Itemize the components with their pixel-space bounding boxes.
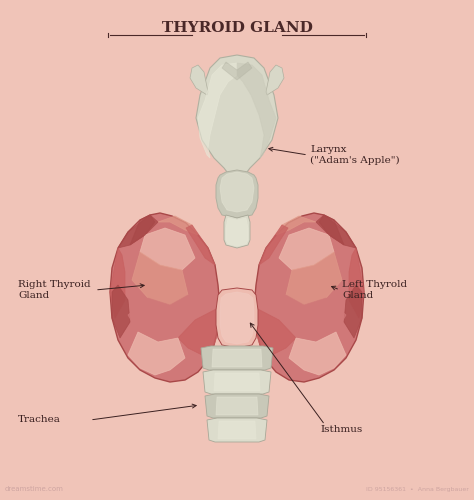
Polygon shape (237, 63, 276, 158)
Polygon shape (349, 248, 364, 318)
Polygon shape (216, 170, 258, 218)
Polygon shape (212, 349, 262, 367)
Polygon shape (279, 228, 334, 270)
Polygon shape (226, 218, 248, 246)
Polygon shape (224, 215, 250, 248)
Polygon shape (158, 216, 198, 235)
Text: Left Thyrold
Gland: Left Thyrold Gland (342, 280, 407, 299)
Polygon shape (130, 215, 155, 245)
Polygon shape (140, 228, 195, 270)
Polygon shape (216, 288, 258, 348)
Polygon shape (254, 213, 364, 382)
Text: Trachea: Trachea (18, 416, 61, 424)
Text: Right Thyroid
Gland: Right Thyroid Gland (18, 280, 91, 299)
Polygon shape (196, 55, 278, 178)
Polygon shape (286, 252, 342, 305)
Polygon shape (112, 285, 130, 338)
Polygon shape (276, 216, 316, 235)
Polygon shape (110, 248, 125, 318)
Polygon shape (190, 65, 208, 95)
Polygon shape (266, 65, 284, 95)
Polygon shape (201, 346, 273, 370)
Polygon shape (216, 397, 258, 415)
Polygon shape (214, 373, 260, 391)
Polygon shape (110, 213, 220, 382)
Polygon shape (279, 295, 346, 342)
Polygon shape (254, 308, 296, 355)
Polygon shape (218, 421, 256, 439)
Polygon shape (207, 418, 267, 442)
Polygon shape (289, 332, 346, 375)
Text: Larynx
("Adam's Apple"): Larynx ("Adam's Apple") (310, 145, 400, 165)
Polygon shape (203, 370, 271, 394)
Polygon shape (220, 292, 254, 344)
Text: ID 95156361  •  Anna Bergbauer: ID 95156361 • Anna Bergbauer (366, 487, 469, 492)
Polygon shape (198, 63, 237, 158)
Text: dreamstime.com: dreamstime.com (5, 486, 64, 492)
Polygon shape (319, 215, 344, 245)
Polygon shape (178, 308, 220, 355)
Polygon shape (316, 215, 356, 248)
Polygon shape (186, 225, 215, 265)
Polygon shape (344, 285, 362, 338)
Polygon shape (118, 215, 158, 248)
Text: THYROID GLAND: THYROID GLAND (162, 21, 312, 35)
Polygon shape (128, 295, 195, 342)
Polygon shape (222, 62, 252, 80)
Polygon shape (128, 332, 185, 375)
Polygon shape (259, 225, 288, 265)
Polygon shape (205, 394, 269, 418)
Polygon shape (220, 172, 254, 212)
Text: Isthmus: Isthmus (320, 426, 362, 434)
Polygon shape (132, 252, 188, 305)
